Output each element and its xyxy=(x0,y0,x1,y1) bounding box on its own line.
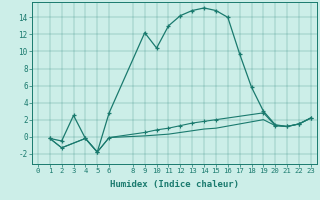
X-axis label: Humidex (Indice chaleur): Humidex (Indice chaleur) xyxy=(110,180,239,189)
